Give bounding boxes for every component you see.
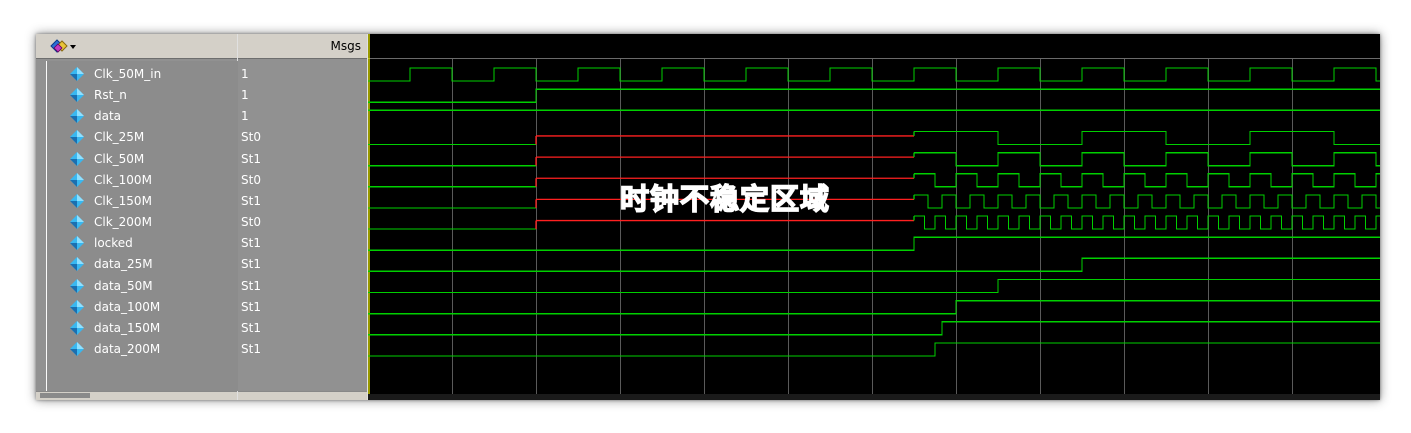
name-pane-scrollbar[interactable] xyxy=(36,391,237,400)
diamond-signal-icon xyxy=(70,278,84,293)
diamond-signal-icon xyxy=(70,193,84,208)
signal-value: St1 xyxy=(241,320,261,335)
diamond-signal-icon xyxy=(70,130,84,145)
signal-name[interactable]: data xyxy=(94,109,122,124)
signal-name[interactable]: Clk_200M xyxy=(94,215,152,230)
diamond-signal-icon xyxy=(70,341,84,356)
signal-value: St0 xyxy=(241,172,261,187)
signal-value: 1 xyxy=(241,88,249,103)
signal-value: St1 xyxy=(241,236,261,251)
locked-wave xyxy=(368,236,1380,251)
signal-value: St1 xyxy=(241,278,261,293)
clk-50m-in-wave xyxy=(368,67,1380,82)
data-150m-wave xyxy=(368,321,1380,336)
diamond-signal-icon xyxy=(70,88,84,103)
signal-name[interactable]: data_150M xyxy=(94,320,161,335)
value-pane-scrollbar[interactable] xyxy=(238,391,367,400)
rst-n-wave xyxy=(368,88,1380,103)
waveform-canvas[interactable] xyxy=(368,34,1380,400)
waveform-pane[interactable]: 时钟不稳定区域 xyxy=(368,34,1380,400)
data-25m-wave xyxy=(368,257,1380,273)
msgs-column-label: Msgs xyxy=(330,39,361,53)
signal-name[interactable]: Clk_100M xyxy=(94,172,152,187)
signal-value: 1 xyxy=(241,109,249,124)
signal-value-pane: Msgs 1 1 1 St0 St1 St0 St1 St0 St1 St1 St1 St1 St1 St… xyxy=(238,34,368,400)
signal-name[interactable]: Clk_50M_in xyxy=(94,67,162,81)
signal-value: St0 xyxy=(241,130,261,145)
signal-value: St0 xyxy=(241,215,261,230)
name-pane-header xyxy=(36,34,237,59)
diamond-signal-icon xyxy=(70,236,84,251)
signal-name[interactable]: locked xyxy=(94,236,133,251)
diamond-signal-icon xyxy=(70,67,84,81)
signal-name[interactable]: data_100M xyxy=(94,299,161,314)
clk-25m-wave xyxy=(914,130,1380,146)
diamond-signal-icon xyxy=(70,151,84,166)
name-scrollbar-thumb[interactable] xyxy=(40,393,90,398)
signal-name[interactable]: data_50M xyxy=(94,278,153,293)
value-pane-header: Msgs xyxy=(238,34,367,59)
signal-name[interactable]: Clk_25M xyxy=(94,130,145,145)
data-100m-wave xyxy=(368,299,1380,315)
diamond-signal-icon xyxy=(70,172,84,187)
diamond-signal-icon xyxy=(70,257,84,272)
unstable-clock-region-label: 时钟不稳定区域 xyxy=(619,181,831,217)
signal-name[interactable]: Clk_50M xyxy=(94,151,145,166)
wave-header xyxy=(368,34,1380,58)
data-200m-wave xyxy=(368,342,1380,357)
signal-name[interactable]: Rst_n xyxy=(94,88,127,103)
signal-value: St1 xyxy=(241,193,261,208)
signal-value: 1 xyxy=(241,67,249,81)
clk-150m-wave xyxy=(914,194,1380,209)
signal-value: St1 xyxy=(241,151,261,166)
wave-tool-dropdown-icon[interactable] xyxy=(48,38,78,54)
diamond-signal-icon xyxy=(70,215,84,230)
clk-100m-wave xyxy=(914,173,1380,188)
clk-200m-wave xyxy=(914,215,1380,230)
signal-name[interactable]: data_25M xyxy=(94,257,153,272)
signal-value: St1 xyxy=(241,341,261,356)
wave-bottom-strip xyxy=(368,394,1380,400)
signal-name[interactable]: Clk_150M xyxy=(94,193,152,208)
clk-50m-wave xyxy=(914,151,1380,167)
diamond-signal-icon xyxy=(70,109,84,124)
signal-value: St1 xyxy=(241,257,261,272)
diamond-signal-icon xyxy=(70,299,84,314)
data-50m-wave xyxy=(368,278,1380,294)
signal-name[interactable]: data_200M xyxy=(94,341,161,356)
signal-value: St1 xyxy=(241,299,261,314)
diamond-signal-icon xyxy=(70,320,84,335)
